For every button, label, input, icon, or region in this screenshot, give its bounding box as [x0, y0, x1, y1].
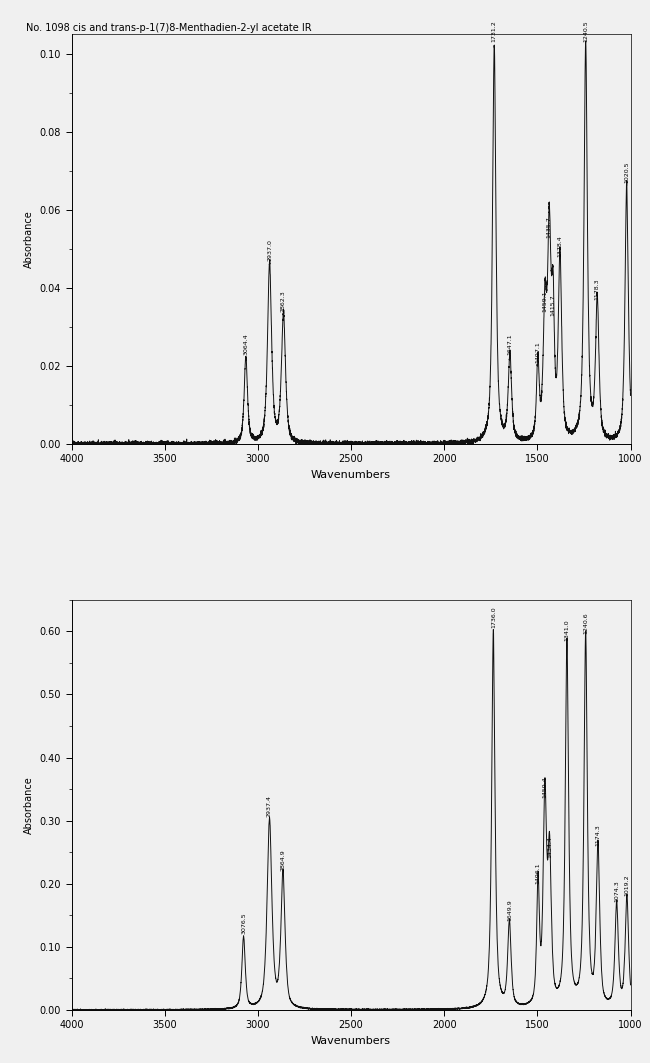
- Text: 1736.0: 1736.0: [491, 607, 496, 628]
- Y-axis label: Absorbance: Absorbance: [24, 210, 34, 268]
- Text: 1434.4: 1434.4: [547, 837, 552, 858]
- X-axis label: Wavenumbers: Wavenumbers: [311, 470, 391, 480]
- Text: 1019.2: 1019.2: [625, 875, 629, 896]
- Text: 1459.4: 1459.4: [542, 777, 547, 798]
- Text: 3064.4: 3064.4: [243, 333, 248, 355]
- Text: 1341.0: 1341.0: [564, 619, 569, 641]
- Text: 1459.1: 1459.1: [543, 290, 547, 311]
- Text: 1240.5: 1240.5: [583, 21, 588, 43]
- Text: 1731.2: 1731.2: [492, 20, 497, 43]
- Text: No. 1098 cis and trans-p-1(7)8-Menthadien-2-yl acetate IR: No. 1098 cis and trans-p-1(7)8-Menthadie…: [26, 23, 311, 33]
- Text: 1497.1: 1497.1: [536, 341, 540, 362]
- Text: 1435.7: 1435.7: [547, 216, 552, 238]
- Text: 1074.3: 1074.3: [614, 881, 619, 902]
- Y-axis label: Absorbance: Absorbance: [24, 776, 34, 833]
- Text: 2862.3: 2862.3: [281, 290, 286, 311]
- Text: 1178.3: 1178.3: [595, 279, 600, 300]
- Text: 1174.3: 1174.3: [595, 824, 601, 846]
- Text: 2864.9: 2864.9: [281, 849, 285, 871]
- Text: 2937.4: 2937.4: [267, 795, 272, 817]
- X-axis label: Wavenumbers: Wavenumbers: [311, 1035, 391, 1046]
- Text: 2937.0: 2937.0: [267, 239, 272, 261]
- Text: 1020.5: 1020.5: [624, 162, 629, 183]
- Text: 1496.1: 1496.1: [536, 862, 541, 883]
- Text: 3076.5: 3076.5: [241, 912, 246, 934]
- Text: 1415.7: 1415.7: [551, 294, 556, 316]
- Text: 1649.9: 1649.9: [507, 899, 512, 922]
- Text: 1378.4: 1378.4: [558, 236, 562, 257]
- Text: 1647.1: 1647.1: [508, 333, 512, 355]
- Text: 1240.6: 1240.6: [583, 612, 588, 635]
